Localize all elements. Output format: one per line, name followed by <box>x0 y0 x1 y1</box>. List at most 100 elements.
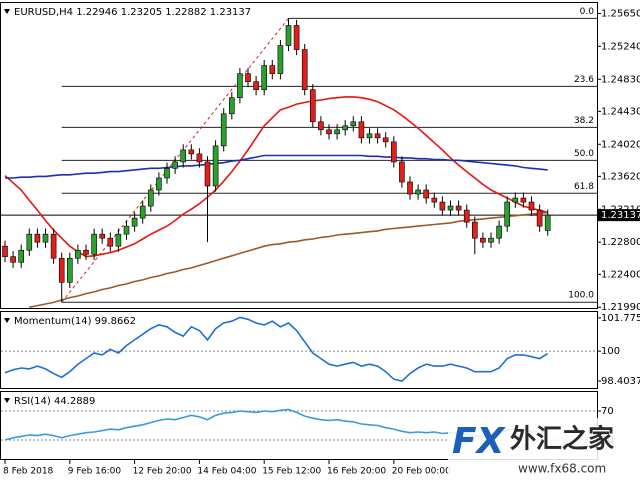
watermark-cn: 外汇之家 <box>510 424 614 455</box>
x-tick-label: 15 Feb 12:00 <box>262 467 321 477</box>
candle-body <box>229 97 235 115</box>
moving-average <box>4 96 548 258</box>
candle-body <box>301 49 308 90</box>
watermark-url: www.fx68.com <box>518 462 606 476</box>
candle-body <box>463 209 470 223</box>
panel-title: Momentum(14) 99.8662 <box>14 316 136 327</box>
panel-title: RSI(14) 44.2889 <box>14 396 95 407</box>
candle-body <box>374 133 381 139</box>
candle-body <box>50 233 57 259</box>
title-marker <box>4 9 10 14</box>
watermark-bg <box>448 418 640 480</box>
watermark: FX 外汇之家 www.fx68.com <box>448 418 640 480</box>
x-tick-label: 20 Feb 00:00 <box>392 467 451 477</box>
candle-body <box>512 197 519 203</box>
main-panel <box>0 2 598 309</box>
last-price-label: 1.23137 <box>601 210 640 221</box>
candle-body <box>293 25 300 50</box>
candle-body <box>172 161 178 169</box>
fib-label: 23.6 <box>574 75 594 85</box>
candle-body <box>196 153 203 163</box>
y-tick-label: 1.25650 <box>601 8 640 19</box>
candle-body <box>269 65 276 74</box>
candle-body <box>358 121 365 139</box>
x-tick-label: 16 Feb 20:00 <box>327 467 386 477</box>
candle-body <box>480 237 486 243</box>
x-tick-label: 9 Feb 16:00 <box>68 467 122 477</box>
y-tick-label: 1.24020 <box>601 139 640 150</box>
last-price-tag <box>598 209 640 222</box>
candle-body <box>382 137 389 143</box>
candle-body <box>366 133 373 139</box>
candle-body <box>544 214 551 231</box>
candle-body <box>204 161 211 187</box>
candle-body <box>496 225 502 239</box>
candle-body <box>131 217 138 227</box>
candle-body <box>188 149 195 155</box>
candle-body <box>2 245 8 257</box>
x-tick-label: 14 Feb 04:00 <box>197 467 256 477</box>
candle-body <box>488 237 494 243</box>
candle-body <box>536 209 543 227</box>
candle-body <box>277 45 284 74</box>
x-tick-label: 12 Feb 20:00 <box>133 467 192 477</box>
candle-body <box>261 65 268 90</box>
candle-body <box>326 129 332 135</box>
candle-body <box>164 168 170 179</box>
moving-average <box>29 211 548 308</box>
plot-layer: 1.25650 1.25240 1.24830 1.24430 1.24020 1.236… <box>1 7 640 477</box>
y-tick-label: 1.22400 <box>601 269 640 280</box>
candle-body <box>407 181 413 195</box>
candle-body <box>504 201 511 227</box>
y-tick-label: 100 <box>601 346 620 357</box>
y-tick-label: 1.24830 <box>601 74 640 85</box>
candle-body <box>253 81 259 90</box>
candle-body <box>123 225 130 235</box>
candle-body <box>220 113 227 147</box>
candle-body <box>399 161 405 183</box>
candle-body <box>180 149 186 163</box>
y-tick-label: 1.22800 <box>601 237 640 248</box>
fib-label: 100.0 <box>568 291 594 301</box>
y-tick-label: 1.23620 <box>601 171 640 182</box>
fib-label: 61.8 <box>574 182 594 192</box>
candle-body <box>75 249 81 259</box>
candle-body <box>390 141 397 163</box>
title-marker <box>4 318 10 323</box>
candle-body <box>318 121 324 131</box>
x-tick-label: 8 Feb 2018 <box>3 467 54 477</box>
candle-body <box>18 249 25 263</box>
candle-body <box>115 233 122 247</box>
candle-body <box>423 189 430 199</box>
indicator-line <box>4 316 549 382</box>
fib-label: 38.2 <box>574 116 594 126</box>
candle-body <box>471 221 478 239</box>
candle-body <box>107 237 114 247</box>
candle-body <box>91 233 97 255</box>
candle-body <box>350 121 357 127</box>
fib-label: 50.0 <box>574 149 594 159</box>
candle-body <box>148 189 154 207</box>
candle-body <box>528 201 535 211</box>
candle-body <box>415 189 421 195</box>
candle-body <box>285 25 292 46</box>
candle-body <box>67 257 73 283</box>
momentum-panel <box>0 311 598 389</box>
y-tick-label: 1.25240 <box>601 41 640 52</box>
y-tick-label: 1.24430 <box>601 106 640 117</box>
moving-average <box>5 154 548 179</box>
candle-body <box>99 233 105 239</box>
candle-body <box>83 249 89 255</box>
fib-label: 0.0 <box>580 7 595 17</box>
candle-body <box>237 73 243 99</box>
y-tick-label: 1.21990 <box>601 302 640 313</box>
candle-body <box>455 205 462 211</box>
candle-body <box>431 197 438 203</box>
candle-body <box>10 256 16 263</box>
title-marker <box>4 398 10 403</box>
candle-body <box>139 205 146 219</box>
y-tick-label: 70 <box>601 406 614 417</box>
candle-body <box>212 145 219 187</box>
